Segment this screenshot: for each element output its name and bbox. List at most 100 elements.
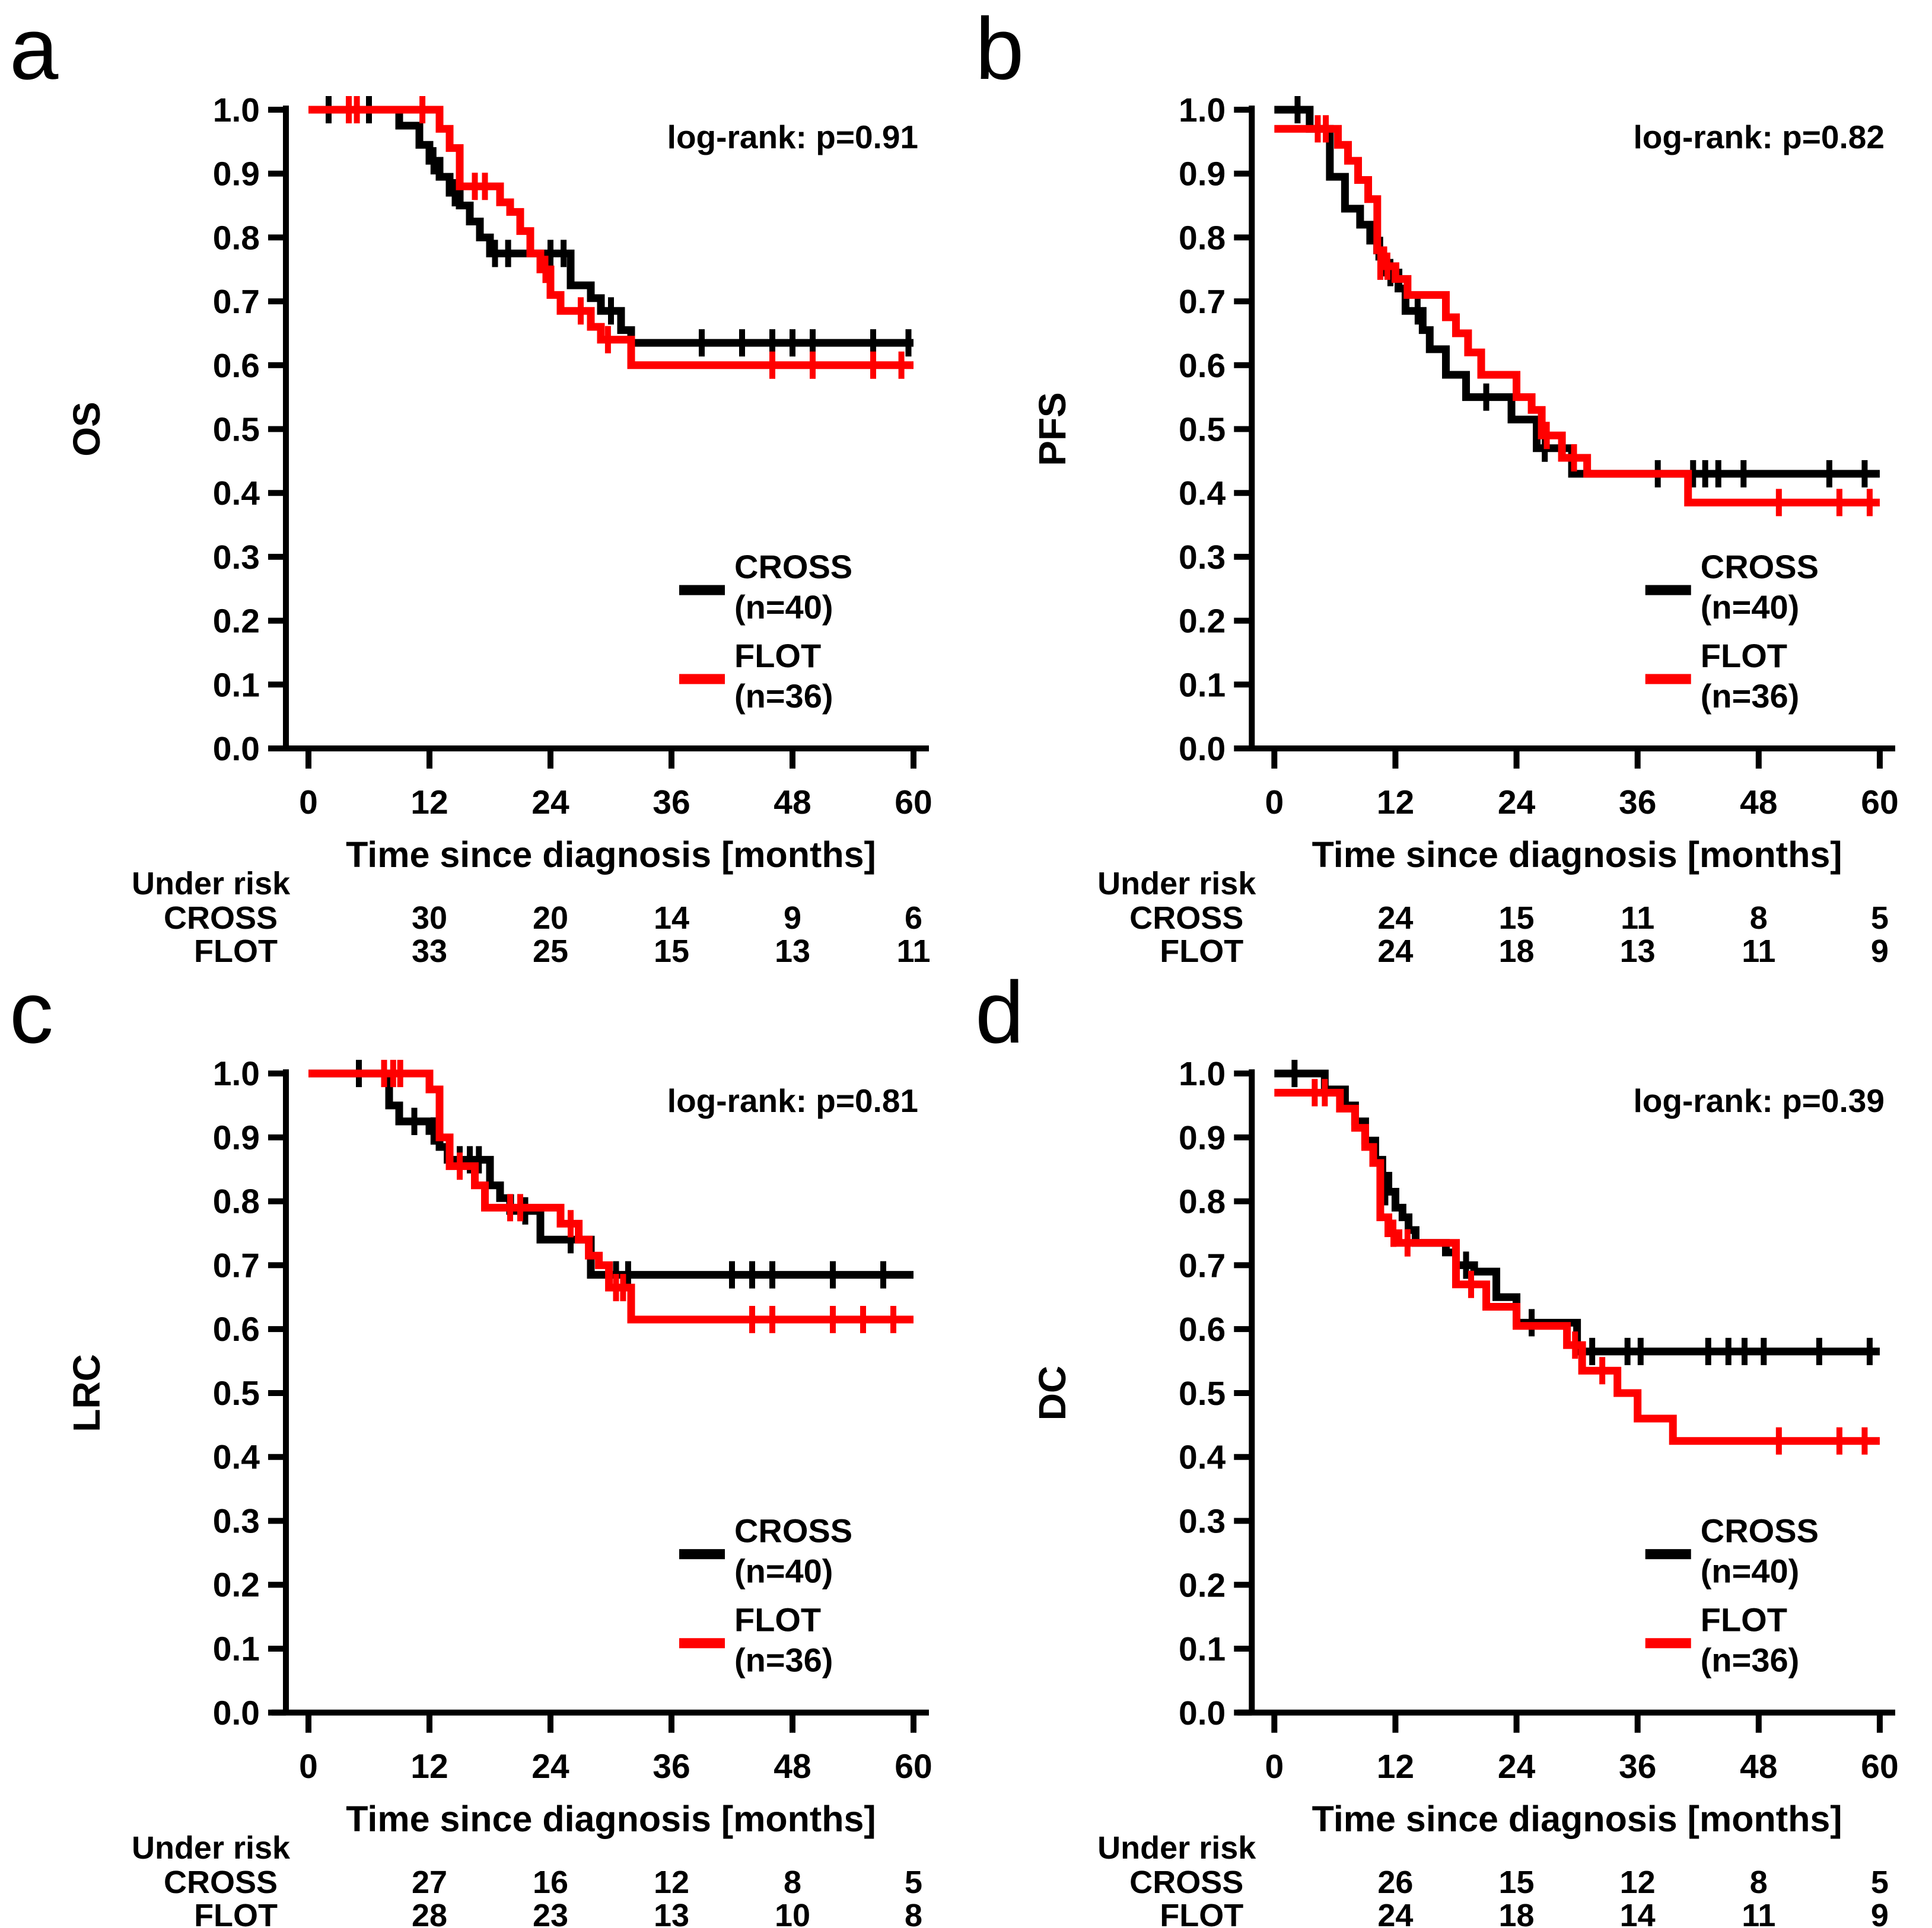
y-tick-label: 0.2 <box>1179 1566 1226 1604</box>
y-tick-label: 0.5 <box>1179 1375 1226 1413</box>
risk-count: 27 <box>412 1865 447 1900</box>
risk-count: 14 <box>1620 1898 1656 1928</box>
km-plot-pfs: 0.0 0.1 0.2 0.3 0.4 0.5 0.6 0.7 0.8 0.9 1.0 0 12 24 36… <box>1031 91 1899 964</box>
y-tick-label: 0.8 <box>1179 1183 1226 1221</box>
y-tick-label: 0.2 <box>213 603 260 640</box>
y-tick-label: 0.7 <box>1179 283 1226 321</box>
panel-letter-a: a <box>9 0 59 98</box>
risk-count: 12 <box>654 1865 689 1900</box>
risk-count: 10 <box>775 1898 810 1928</box>
y-tick-label: 0.3 <box>1179 538 1226 576</box>
x-tick-label: 48 <box>1740 1748 1777 1786</box>
y-tick-label: 0.6 <box>1179 1311 1226 1349</box>
risk-count: 18 <box>1499 933 1535 964</box>
risk-row-label-cross: CROSS <box>1129 1865 1243 1900</box>
km-curve-flot <box>1274 125 1880 506</box>
risk-count: 24 <box>1377 900 1413 936</box>
legend-n-flot: (n=36) <box>734 677 833 715</box>
risk-row-label-flot: FLOT <box>1160 1898 1243 1928</box>
risk-count: 15 <box>1499 900 1535 936</box>
y-tick-label: 0.4 <box>1179 1439 1226 1477</box>
risk-count: 11 <box>1742 1898 1775 1928</box>
risk-count: 28 <box>412 1898 447 1928</box>
km-curve-flot <box>308 106 914 369</box>
risk-count: 13 <box>1620 933 1656 964</box>
risk-row-label-flot: FLOT <box>194 1898 278 1928</box>
y-tick-label: 0.8 <box>1179 219 1226 257</box>
risk-count: 5 <box>905 1865 922 1900</box>
x-tick-label: 36 <box>1619 1748 1656 1786</box>
x-tick-label: 48 <box>774 783 811 821</box>
risk-count: 9 <box>1871 933 1889 964</box>
panel-b: b 0.0 0.1 0.2 0.3 0.4 0.5 0.6 0.7 0.8 0.9 1.0 0 12 24… <box>966 0 1932 964</box>
y-tick-label: 0.0 <box>213 730 260 768</box>
x-tick-label: 24 <box>1498 1748 1536 1786</box>
y-tick-label: 0.5 <box>1179 411 1226 449</box>
y-tick-label: 1.0 <box>213 91 260 129</box>
panel-d: d 0.0 0.1 0.2 0.3 0.4 0.5 0.6 0.7 0.8 0.9 1.0 0 12 24… <box>966 964 1932 1928</box>
x-tick-label: 12 <box>410 1748 448 1786</box>
y-tick-label: 0.7 <box>1179 1247 1226 1285</box>
y-axis-title: OS <box>65 401 108 456</box>
y-tick-label: 0.7 <box>213 1247 260 1285</box>
km-curve-cross <box>308 106 914 347</box>
legend-n-cross: (n=40) <box>734 1553 833 1590</box>
km-curve-flot <box>308 1069 914 1324</box>
risk-row-label-cross: CROSS <box>1129 900 1243 936</box>
risk-row-label-flot: FLOT <box>194 933 278 964</box>
x-axis-title: Time since diagnosis [months] <box>1312 834 1842 875</box>
x-tick-label: 60 <box>1861 1748 1898 1786</box>
y-tick-label: 0.6 <box>213 347 260 385</box>
y-tick-label: 0.8 <box>213 1183 260 1221</box>
y-axis-title: LRC <box>65 1354 108 1432</box>
legend-n-cross: (n=40) <box>1701 588 1800 626</box>
risk-count: 5 <box>1871 900 1889 936</box>
y-tick-label: 0.4 <box>213 474 260 512</box>
risk-count: 13 <box>775 933 810 964</box>
x-axis-title: Time since diagnosis [months] <box>346 834 876 875</box>
x-tick-label: 36 <box>1619 783 1656 821</box>
y-tick-label: 0.2 <box>213 1566 260 1604</box>
x-tick-label: 24 <box>531 783 569 821</box>
x-axis-title: Time since diagnosis [months] <box>346 1799 876 1839</box>
y-tick-label: 0.0 <box>1179 730 1226 768</box>
y-tick-label: 0.4 <box>1179 474 1226 512</box>
risk-count: 8 <box>1750 900 1768 936</box>
km-plot-lrc: 0.0 0.1 0.2 0.3 0.4 0.5 0.6 0.7 0.8 0.9 1.0 0 12 24 36… <box>65 1055 932 1928</box>
x-tick-label: 36 <box>653 783 690 821</box>
risk-count: 18 <box>1499 1898 1535 1928</box>
risk-count: 5 <box>1871 1865 1889 1900</box>
legend-label-cross: CROSS <box>734 1512 852 1550</box>
risk-count: 9 <box>1871 1898 1889 1928</box>
y-tick-label: 0.4 <box>213 1439 260 1477</box>
risk-count: 11 <box>1621 900 1654 936</box>
x-tick-label: 24 <box>531 1748 569 1786</box>
risk-row-label-flot: FLOT <box>1160 933 1243 964</box>
log-rank-annotation: log-rank: p=0.39 <box>1633 1082 1884 1119</box>
legend-label-cross: CROSS <box>734 548 852 585</box>
risk-count: 26 <box>1377 1865 1413 1900</box>
y-tick-label: 0.1 <box>213 1630 260 1668</box>
log-rank-annotation: log-rank: p=0.91 <box>667 119 918 155</box>
legend-n-flot: (n=36) <box>1701 1642 1800 1679</box>
x-tick-label: 0 <box>299 783 318 821</box>
y-tick-label: 0.9 <box>1179 155 1226 193</box>
legend-label-flot: FLOT <box>1701 1601 1787 1639</box>
y-tick-label: 0.1 <box>1179 1630 1226 1668</box>
risk-count: 6 <box>905 900 922 936</box>
risk-count: 9 <box>784 900 801 936</box>
risk-table-header: Under risk <box>132 866 291 901</box>
panel-a: a 0.0 0.1 0.2 0.3 0.4 0.5 0.6 0.7 0.8 0.9 1.0 0 12 24… <box>0 0 966 964</box>
risk-table-header: Under risk <box>1097 866 1256 901</box>
y-tick-label: 0.0 <box>1179 1694 1226 1732</box>
panel-letter-c: c <box>9 964 53 1062</box>
x-tick-label: 60 <box>895 783 932 821</box>
y-tick-label: 1.0 <box>1179 91 1226 129</box>
y-tick-label: 0.3 <box>1179 1502 1226 1540</box>
y-axis-title: PFS <box>1031 392 1074 466</box>
y-tick-label: 0.9 <box>213 1119 260 1157</box>
km-curve-cross <box>1274 106 1880 478</box>
x-tick-label: 48 <box>1740 783 1777 821</box>
risk-count: 14 <box>654 900 689 936</box>
km-curve-flot <box>1274 1088 1880 1445</box>
